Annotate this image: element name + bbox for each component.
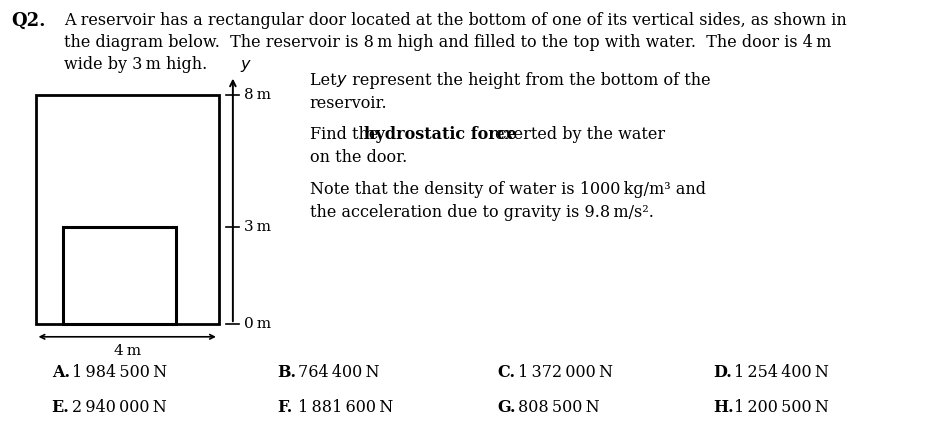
Text: A reservoir has a rectangular door located at the bottom of one of its vertical : A reservoir has a rectangular door locat… [64,12,847,29]
Bar [63,227,176,324]
Text: Note that the density of water is 1000 kg/m³ and: Note that the density of water is 1000 k… [310,181,706,198]
Text: the acceleration due to gravity is 9.8 m/s².: the acceleration due to gravity is 9.8 m… [310,204,654,221]
Text: 3 m: 3 m [244,220,271,234]
Text: Q2.: Q2. [11,12,46,30]
Text: 1 254 400 N: 1 254 400 N [734,364,829,381]
Text: $y$: $y$ [240,57,253,74]
Text: G.: G. [498,399,516,416]
Text: F.: F. [277,399,292,416]
Text: Find the: Find the [310,126,383,143]
Text: H.: H. [714,399,734,416]
Text: 2 940 000 N: 2 940 000 N [72,399,167,416]
Text: 8 m: 8 m [244,88,271,102]
Text: 1 984 500 N: 1 984 500 N [72,364,167,381]
Text: hydrostatic force: hydrostatic force [364,126,517,143]
Text: C.: C. [498,364,516,381]
Text: wide by 3 m high.: wide by 3 m high. [64,56,208,72]
Text: 808 500 N: 808 500 N [518,399,600,416]
Text: the diagram below.  The reservoir is 8 m high and filled to the top with water. : the diagram below. The reservoir is 8 m … [64,34,831,51]
Text: reservoir.: reservoir. [310,95,388,112]
Text: 4 m: 4 m [114,344,141,358]
Text: 0 m: 0 m [244,317,271,331]
Text: B.: B. [277,364,296,381]
Text: E.: E. [52,399,69,416]
Text: on the door.: on the door. [310,149,408,166]
Text: 764 400 N: 764 400 N [298,364,379,381]
Text: D.: D. [714,364,732,381]
Text: represent the height from the bottom of the: represent the height from the bottom of … [347,72,711,88]
Text: Let: Let [310,72,342,88]
Text: A.: A. [52,364,69,381]
Text: 1 881 600 N: 1 881 600 N [298,399,393,416]
Text: $y$: $y$ [336,72,348,88]
Text: 1 200 500 N: 1 200 500 N [734,399,829,416]
Text: exerted by the water: exerted by the water [490,126,666,143]
Bar [36,95,219,324]
Text: 1 372 000 N: 1 372 000 N [518,364,613,381]
